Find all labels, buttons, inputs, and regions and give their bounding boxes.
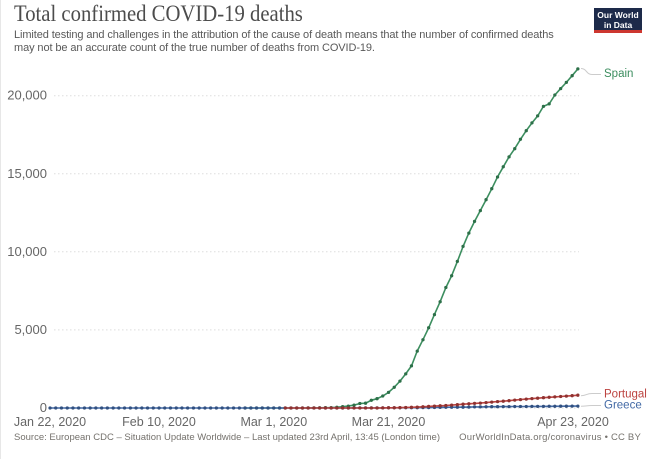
svg-text:5,000: 5,000: [14, 322, 47, 337]
svg-text:Apr 23, 2020: Apr 23, 2020: [537, 415, 609, 429]
svg-text:Mar 1, 2020: Mar 1, 2020: [240, 415, 307, 429]
svg-text:Mar 21, 2020: Mar 21, 2020: [352, 415, 426, 429]
svg-text:Jan 22, 2020: Jan 22, 2020: [14, 415, 86, 429]
svg-text:15,000: 15,000: [7, 166, 47, 181]
svg-text:0: 0: [40, 400, 47, 415]
svg-text:Portugal: Portugal: [604, 389, 647, 401]
svg-text:Greece: Greece: [604, 400, 642, 412]
svg-text:10,000: 10,000: [7, 244, 47, 259]
svg-text:Feb 10, 2020: Feb 10, 2020: [122, 415, 196, 429]
svg-text:Spain: Spain: [604, 68, 633, 80]
svg-text:20,000: 20,000: [7, 88, 47, 103]
